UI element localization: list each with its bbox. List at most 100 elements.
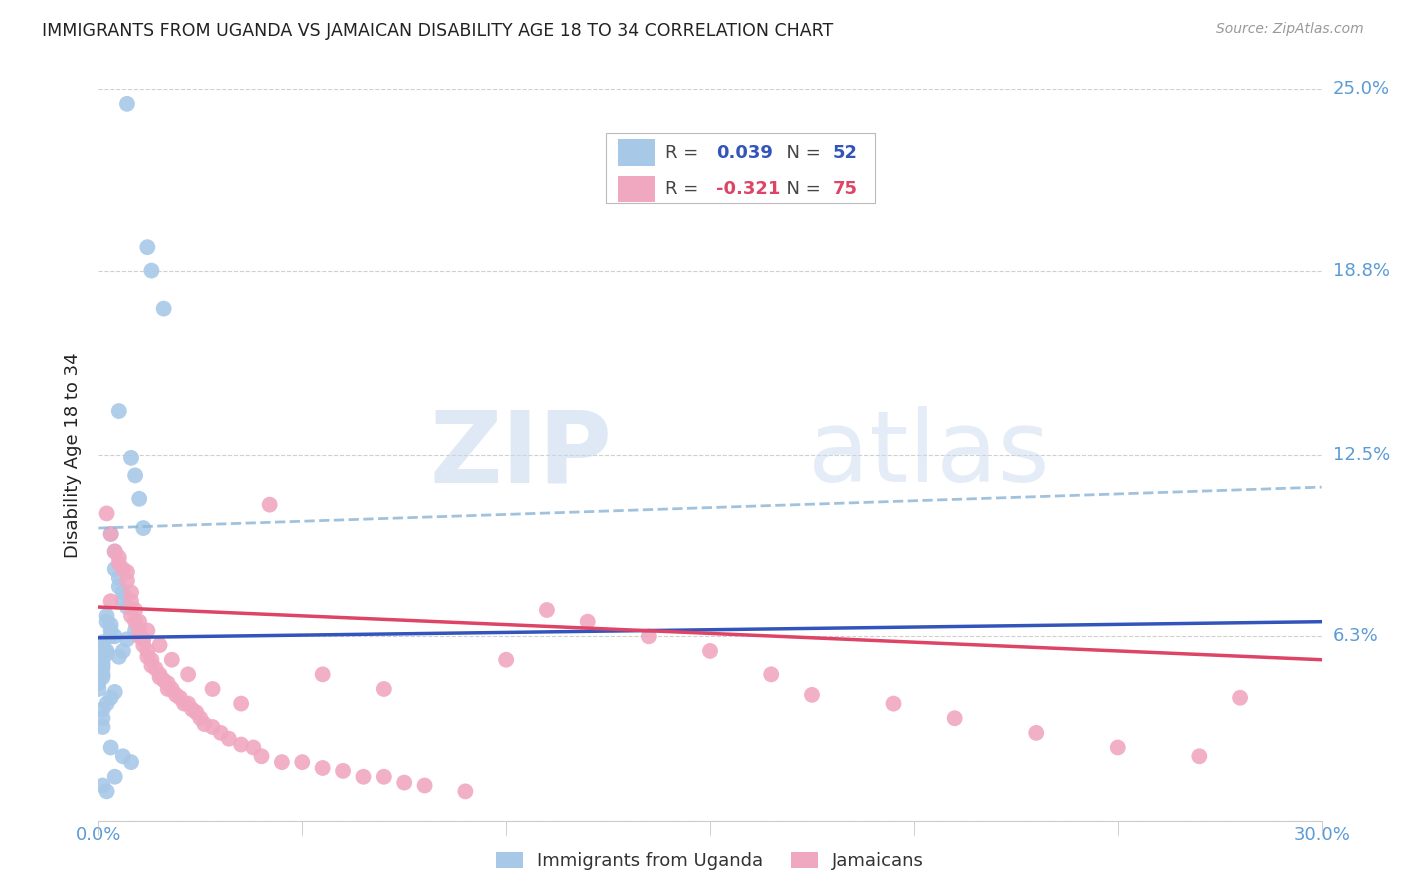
Point	[188, 711, 212, 725]
Point	[250, 749, 273, 764]
Point	[209, 726, 232, 740]
Point	[392, 775, 416, 789]
Point	[231, 738, 253, 752]
Point	[128, 624, 150, 638]
Point	[169, 690, 191, 705]
Point	[104, 629, 127, 643]
Point	[100, 629, 122, 643]
Point	[91, 720, 114, 734]
Point	[96, 644, 118, 658]
Point	[100, 527, 122, 541]
Point	[136, 624, 159, 638]
Text: Source: ZipAtlas.com: Source: ZipAtlas.com	[1216, 22, 1364, 37]
Point	[201, 720, 224, 734]
Point	[576, 615, 599, 629]
Point	[91, 658, 114, 673]
Point	[141, 658, 163, 673]
Point	[108, 580, 131, 594]
Point	[352, 770, 374, 784]
Text: N =: N =	[775, 144, 827, 161]
Point	[91, 670, 114, 684]
Point	[136, 644, 159, 658]
Point	[91, 661, 114, 675]
Point	[1229, 690, 1251, 705]
Point	[332, 764, 354, 778]
Point	[181, 702, 204, 716]
Point	[242, 740, 264, 755]
Point	[96, 507, 118, 521]
Point	[160, 653, 183, 667]
Text: 0.039: 0.039	[716, 144, 773, 161]
Point	[536, 603, 558, 617]
Point	[128, 629, 150, 643]
Point	[152, 673, 174, 688]
Point	[111, 749, 134, 764]
Point	[104, 562, 127, 576]
Point	[495, 653, 517, 667]
Point	[132, 521, 155, 535]
Point	[91, 702, 114, 716]
Point	[1188, 749, 1211, 764]
Point	[91, 779, 114, 793]
Text: ZIP: ZIP	[429, 407, 612, 503]
Point	[96, 615, 118, 629]
Point	[699, 644, 721, 658]
Point	[108, 556, 131, 570]
Point	[201, 681, 224, 696]
Point	[120, 594, 142, 608]
Point	[91, 638, 114, 652]
Point	[100, 740, 122, 755]
Point	[104, 544, 127, 558]
Text: R =: R =	[665, 144, 704, 161]
Point	[173, 697, 195, 711]
Text: 25.0%: 25.0%	[1333, 80, 1391, 98]
Point	[115, 574, 138, 588]
Point	[132, 638, 155, 652]
Point	[111, 644, 134, 658]
Point	[883, 697, 905, 711]
Point	[177, 697, 200, 711]
Point	[373, 681, 395, 696]
Text: R =: R =	[665, 179, 704, 198]
Point	[91, 667, 114, 681]
Point	[291, 755, 314, 769]
Text: N =: N =	[775, 179, 827, 198]
Text: -0.321: -0.321	[716, 179, 780, 198]
Legend: Immigrants from Uganda, Jamaicans: Immigrants from Uganda, Jamaicans	[489, 845, 931, 878]
Point	[120, 585, 142, 599]
Point	[100, 594, 122, 608]
Point	[91, 644, 114, 658]
Y-axis label: Disability Age 18 to 34: Disability Age 18 to 34	[65, 352, 83, 558]
Point	[128, 615, 150, 629]
Point	[156, 681, 179, 696]
Text: 52: 52	[832, 144, 858, 161]
Bar	[619, 176, 655, 202]
Point	[104, 685, 127, 699]
Point	[193, 717, 215, 731]
Point	[124, 468, 146, 483]
Point	[111, 585, 134, 599]
Point	[108, 550, 131, 565]
Point	[108, 404, 131, 418]
Point	[115, 565, 138, 579]
Point	[91, 656, 114, 670]
Point	[312, 761, 335, 775]
Point	[218, 731, 240, 746]
Point	[100, 617, 122, 632]
Point	[259, 498, 281, 512]
Point	[124, 624, 146, 638]
Point	[141, 653, 163, 667]
Point	[149, 638, 172, 652]
Point	[165, 688, 187, 702]
Point	[96, 647, 118, 661]
Point	[149, 667, 172, 681]
Point	[132, 632, 155, 647]
Text: 12.5%: 12.5%	[1333, 446, 1391, 464]
Point	[1025, 726, 1047, 740]
Point	[124, 603, 146, 617]
Point	[270, 755, 294, 769]
Point	[141, 263, 163, 277]
Point	[128, 491, 150, 506]
Point	[120, 755, 142, 769]
Point	[100, 690, 122, 705]
